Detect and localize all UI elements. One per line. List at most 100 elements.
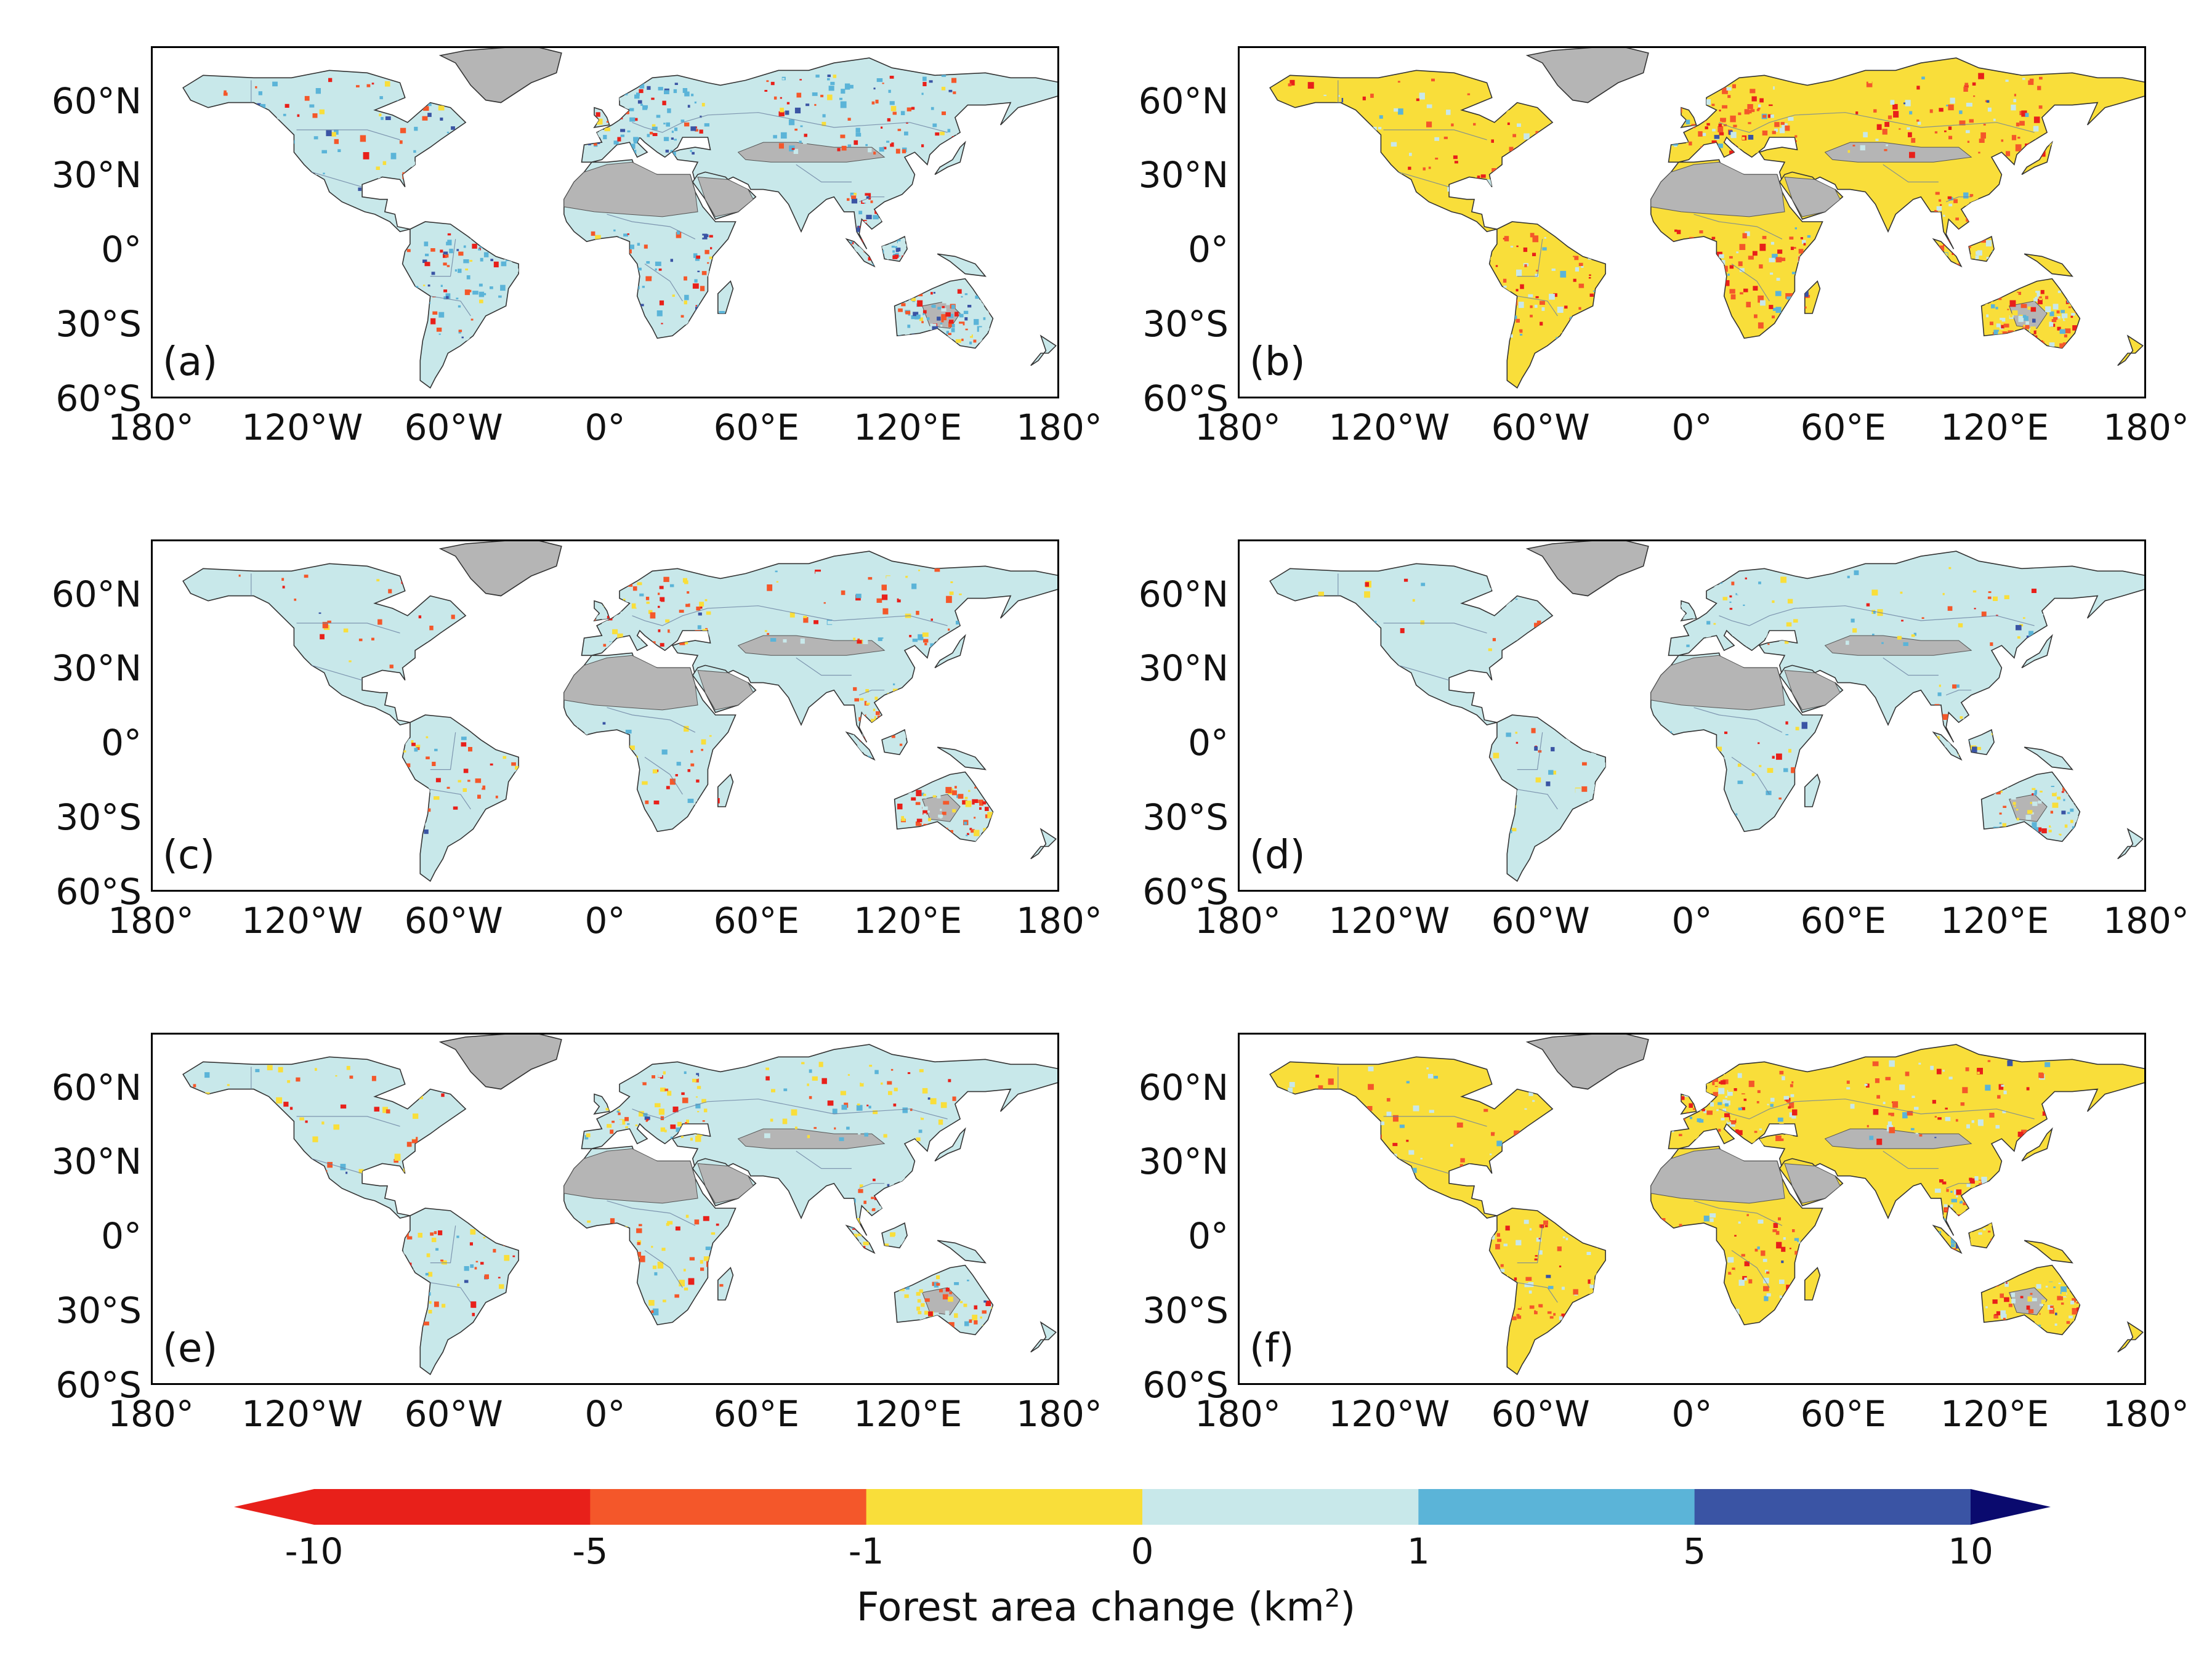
lat-tick-label: 30°N <box>51 154 142 196</box>
map-frame: (f) <box>1238 1033 2146 1385</box>
colorbar-bin <box>1418 1489 1695 1525</box>
colorbar-tick-label: -10 <box>285 1530 344 1572</box>
lon-tick-label: 60°E <box>1800 1393 1887 1435</box>
lon-tick-label: 180° <box>2103 900 2189 942</box>
land-japan <box>934 1127 966 1162</box>
lon-tick-label: 60°W <box>404 406 503 448</box>
land-japan <box>2021 634 2053 669</box>
land-madagascar <box>717 280 734 314</box>
lat-tick-label: 30°N <box>51 647 142 690</box>
lon-tick-label: 60°W <box>1491 1393 1590 1435</box>
land-britain <box>593 1093 610 1115</box>
colorbar-tick-label: 1 <box>1407 1530 1430 1572</box>
land-madagascar <box>1804 1267 1821 1301</box>
lat-tick-label: 30°N <box>1138 1140 1229 1183</box>
lat-tick-label: 60°S <box>1142 1364 1229 1406</box>
colorbar-bin <box>590 1489 867 1525</box>
world-map <box>182 48 1057 389</box>
map-panel-a: (a) 60°N 30°N 0° 30°S 60°S 180° 120°W 60°W 0° 60°E… <box>52 46 1102 445</box>
lon-tick-label: 0° <box>584 900 626 942</box>
lon-tick-label: 0° <box>1671 406 1713 448</box>
land-newZealand <box>1030 1321 1057 1353</box>
land-southAmerica <box>1488 714 1606 882</box>
lon-tick-label: 180° <box>1016 1393 1102 1435</box>
lon-tick-label: 60°W <box>1491 406 1590 448</box>
lat-tick-label: 30°S <box>55 303 142 345</box>
lon-tick-label: 120°W <box>1328 900 1450 942</box>
no-forest-areas <box>563 635 961 822</box>
land-newZealand <box>2117 1321 2144 1353</box>
colorbar-bin <box>866 1489 1143 1525</box>
lat-tick-label: 60°N <box>1138 79 1229 122</box>
land-japan <box>934 140 966 176</box>
country-borders <box>251 80 948 317</box>
lat-tick-label: 60°N <box>1138 1066 1229 1108</box>
colorbar-tick-label: -5 <box>572 1530 608 1572</box>
lon-tick-label: 60°E <box>1800 406 1887 448</box>
land-newGuinea <box>937 253 987 277</box>
lon-tick-label: 120°E <box>1940 406 2049 448</box>
land-newZealand <box>1030 334 1057 366</box>
land-japan <box>2021 140 2053 176</box>
colorbar <box>234 1489 2051 1525</box>
country-borders <box>251 573 948 810</box>
lat-tick-label: 60°N <box>51 573 142 615</box>
colorbar-over-arrow <box>1971 1489 2051 1525</box>
lon-tick-label: 0° <box>584 1393 626 1435</box>
land-newGuinea <box>2024 1240 2073 1264</box>
lat-tick-label: 60°S <box>55 1364 142 1406</box>
lat-tick-label: 30°S <box>1142 303 1229 345</box>
country-borders <box>251 1067 948 1303</box>
land-greenland <box>438 541 562 597</box>
map-panel-c: (c) 60°N 30°N 0° 30°S 60°S 180° 120°W 60°W 0° 60°E… <box>52 539 1102 938</box>
land-newGuinea <box>937 1240 987 1264</box>
land-southAmerica <box>1488 1208 1606 1376</box>
lat-tick-label: 0° <box>101 1215 142 1257</box>
land-southAmerica <box>402 714 519 882</box>
land-greenland <box>1525 48 1649 103</box>
lon-tick-label: 0° <box>1671 900 1713 942</box>
lon-tick-label: 180° <box>108 1393 194 1435</box>
lat-tick-label: 0° <box>1188 1215 1229 1257</box>
land-greenland <box>1525 541 1649 597</box>
lat-tick-label: 60°N <box>51 1066 142 1108</box>
colorbar-tick-label: -1 <box>848 1530 884 1572</box>
panel-label: (c) <box>163 833 216 878</box>
lon-tick-label: 120°W <box>241 1393 363 1435</box>
lon-tick-label: 180° <box>108 900 194 942</box>
panel-label: (b) <box>1249 339 1306 385</box>
panel-label: (a) <box>163 339 218 385</box>
lat-tick-label: 30°S <box>1142 796 1229 839</box>
lat-tick-label: 30°S <box>1142 1290 1229 1332</box>
panel-label: (d) <box>1249 833 1306 878</box>
no-forest-areas <box>563 1128 961 1315</box>
map-frame: (a) <box>151 46 1059 398</box>
land-newZealand <box>2117 334 2144 366</box>
land-northAmerica <box>1269 563 1554 725</box>
colorbar-under-arrow <box>234 1489 314 1525</box>
lon-tick-label: 60°E <box>713 406 800 448</box>
lon-tick-label: 120°E <box>1940 1393 2049 1435</box>
lon-tick-label: 60°E <box>713 1393 800 1435</box>
lon-tick-label: 120°W <box>1328 1393 1450 1435</box>
land-madagascar <box>1804 773 1821 807</box>
lon-tick-label: 60°W <box>404 900 503 942</box>
colorbar-tick-label: 0 <box>1131 1530 1154 1572</box>
land-northAmerica <box>182 1056 467 1219</box>
country-borders <box>1338 573 2035 810</box>
land-newGuinea <box>2024 253 2073 277</box>
colorbar-tick-label: 5 <box>1683 1530 1706 1572</box>
map-frame: (d) <box>1238 539 2146 892</box>
panel-label: (f) <box>1249 1326 1294 1371</box>
lon-tick-label: 180° <box>108 406 194 448</box>
map-frame: (e) <box>151 1033 1059 1385</box>
lon-tick-label: 0° <box>584 406 626 448</box>
lat-tick-label: 0° <box>1188 228 1229 271</box>
world-map <box>1269 48 2144 389</box>
land-newGuinea <box>2024 746 2073 770</box>
no-forest-areas <box>1650 635 2048 822</box>
land-newGuinea <box>937 746 987 770</box>
land-britain <box>1680 107 1697 128</box>
land-britain <box>1680 1093 1697 1115</box>
